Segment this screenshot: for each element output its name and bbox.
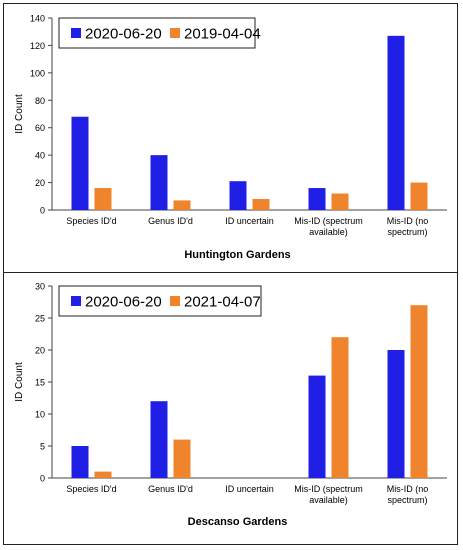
legend-box	[58, 285, 262, 317]
category-label-line: Genus ID'd	[148, 484, 193, 494]
category-label-line: Mis-ID (no	[387, 216, 429, 226]
category-label: ID uncertain	[225, 484, 274, 494]
y-axis-label: ID Count	[14, 94, 25, 134]
category-label-line: available)	[309, 227, 348, 237]
bar-2020-06-20-1	[71, 446, 89, 478]
bar-2020-06-20-2	[150, 155, 168, 210]
y-tick-label: 30	[35, 282, 45, 292]
legend-swatch	[71, 28, 81, 38]
bar-2020-06-20-4	[308, 188, 326, 210]
category-label-line: spectrum)	[387, 227, 427, 237]
bar-2021-04-07-4	[331, 337, 349, 478]
legend-box	[58, 17, 256, 49]
category-label: Mis-ID (spectrum available)	[294, 484, 363, 505]
chart-panel-2: 0 5 10 15 20 25 30 ID Count Species ID'd Genus ID…	[14, 282, 447, 528]
category-label: Species ID'd	[66, 216, 116, 226]
category-label-line: available)	[309, 495, 348, 505]
category-label: Mis-ID (no spectrum)	[387, 216, 429, 237]
y-tick-label: 60	[35, 123, 45, 133]
y-axis-label: ID Count	[14, 362, 25, 402]
y-tick-label: 80	[35, 96, 45, 106]
legend-swatch	[71, 296, 81, 306]
category-label: Genus ID'd	[148, 216, 193, 226]
y-tick-label: 10	[35, 410, 45, 420]
y-tick-label: 140	[30, 14, 45, 24]
panel-title: Huntington Gardens	[184, 249, 290, 261]
y-tick-label: 20	[35, 178, 45, 188]
category-label-line: Mis-ID (spectrum	[294, 216, 363, 226]
legend-entry: 2021-04-07	[184, 294, 261, 311]
legend-swatch	[170, 28, 180, 38]
y-tick-label: 15	[35, 378, 45, 388]
bar-2020-06-20-3	[229, 181, 247, 210]
panel-title: Descanso Gardens	[188, 516, 288, 528]
bar-2019-04-04-2	[173, 200, 191, 210]
bar-2020-06-20-4	[308, 375, 326, 478]
y-tick-label: 0	[40, 474, 45, 484]
y-tick-label: 5	[40, 442, 45, 452]
category-label-line: Species ID'd	[66, 484, 116, 494]
legend: 2020-06-20 2021-04-07	[58, 285, 262, 317]
bar-2019-04-04-1	[94, 188, 112, 210]
category-label-line: ID uncertain	[225, 216, 274, 226]
bar-2020-06-20-1	[71, 116, 89, 210]
bar-2020-06-20-5	[387, 350, 405, 478]
bar-2021-04-07-1	[94, 471, 112, 478]
bar-2019-04-04-4	[331, 193, 349, 210]
category-label: Mis-ID (no spectrum)	[387, 484, 429, 505]
category-label-line: Species ID'd	[66, 216, 116, 226]
legend-entry: 2019-04-04	[184, 26, 261, 43]
category-label-line: Mis-ID (no	[387, 484, 429, 494]
bar-2019-04-04-5	[410, 182, 428, 210]
chart-panel-1: 0 20 40 60 80 100 120 140 ID Count Species ID'd Ge…	[14, 14, 447, 261]
category-label: ID uncertain	[225, 216, 274, 226]
bar-2021-04-07-2	[173, 439, 191, 478]
figure-frame	[3, 3, 458, 545]
legend-entry: 2020-06-20	[85, 26, 162, 43]
legend-entry: 2020-06-20	[85, 294, 162, 311]
y-tick-label: 0	[40, 206, 45, 216]
y-tick-label: 40	[35, 151, 45, 161]
y-tick-label: 25	[35, 314, 45, 324]
legend: 2020-06-20 2019-04-04	[58, 17, 261, 49]
category-label-line: ID uncertain	[225, 484, 274, 494]
category-label-line: spectrum)	[387, 495, 427, 505]
bar-2020-06-20-2	[150, 401, 168, 478]
y-tick-label: 20	[35, 346, 45, 356]
y-tick-label: 100	[30, 68, 45, 78]
y-tick-label: 120	[30, 41, 45, 51]
bar-2021-04-07-5	[410, 305, 428, 478]
category-label: Species ID'd	[66, 484, 116, 494]
category-label: Genus ID'd	[148, 484, 193, 494]
category-label: Mis-ID (spectrum available)	[294, 216, 363, 237]
bar-2019-04-04-3	[252, 199, 270, 210]
category-label-line: Genus ID'd	[148, 216, 193, 226]
bar-2020-06-20-5	[387, 35, 405, 211]
category-label-line: Mis-ID (spectrum	[294, 484, 363, 494]
panel-divider	[3, 272, 458, 273]
legend-swatch	[170, 296, 180, 306]
